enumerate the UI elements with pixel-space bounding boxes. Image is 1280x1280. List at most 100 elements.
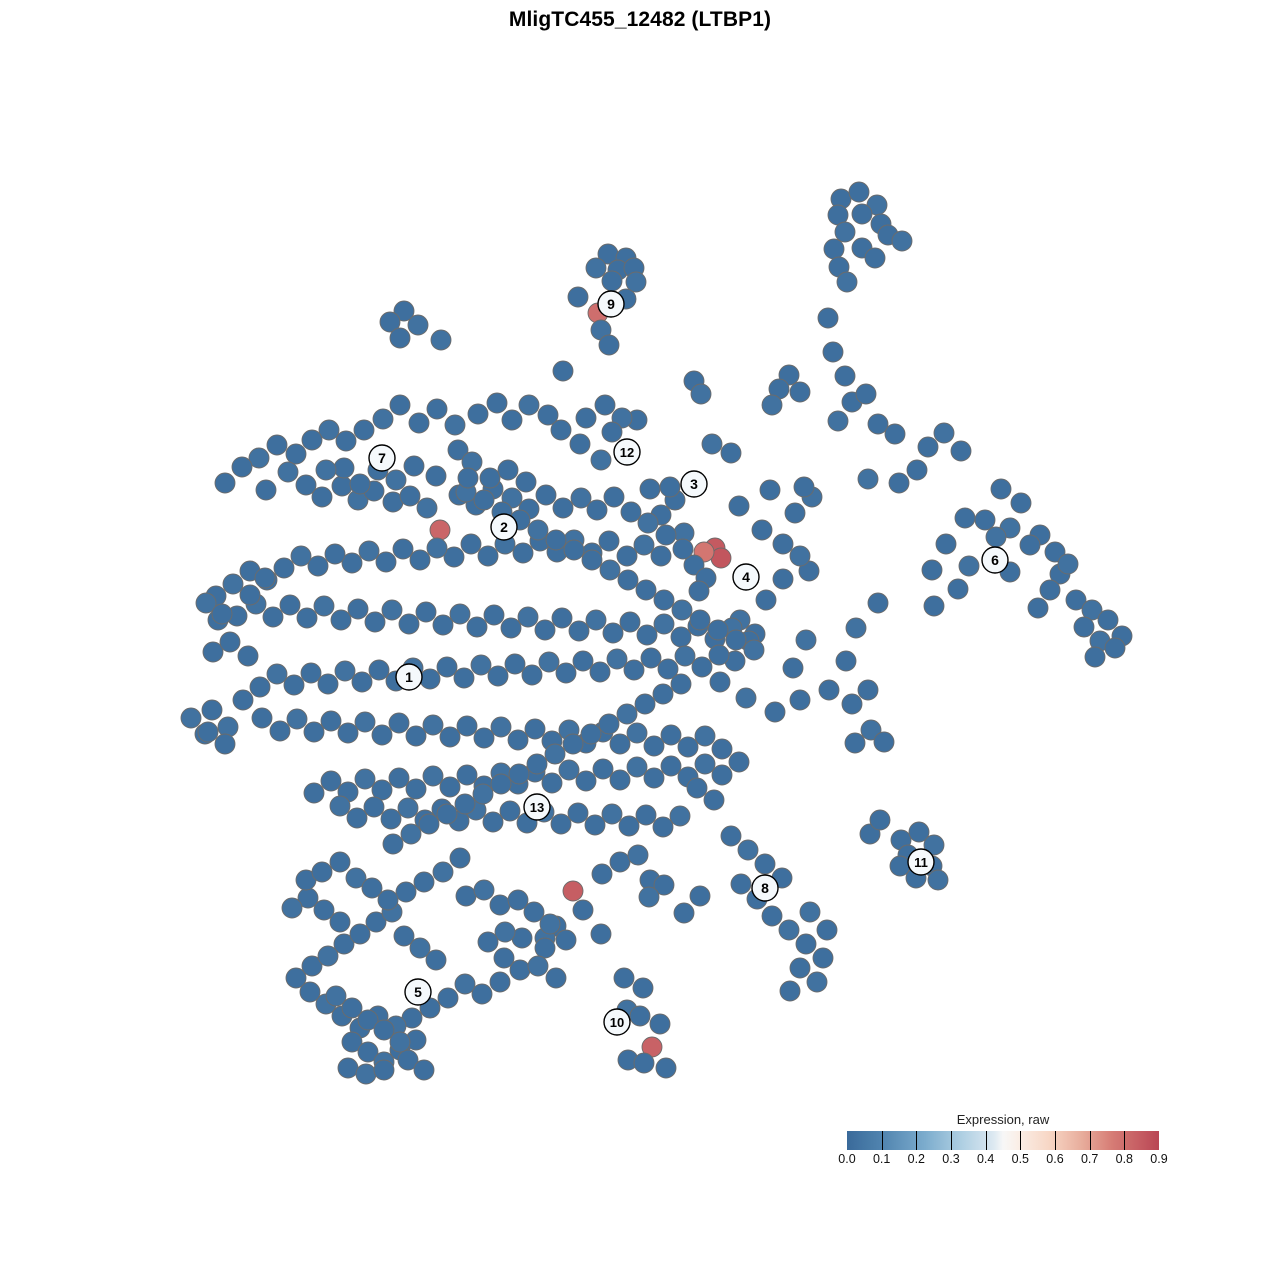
scatter-point[interactable]: [333, 457, 355, 479]
scatter-point[interactable]: [377, 889, 399, 911]
scatter-point[interactable]: [927, 869, 949, 891]
scatter-point[interactable]: [455, 885, 477, 907]
scatter-point[interactable]: [623, 659, 645, 681]
scatter-point[interactable]: [764, 701, 786, 723]
scatter-point[interactable]: [626, 756, 648, 778]
scatter-point[interactable]: [354, 711, 376, 733]
scatter-point[interactable]: [197, 721, 219, 743]
scatter-point[interactable]: [301, 955, 323, 977]
scatter-point[interactable]: [407, 314, 429, 336]
scatter-point[interactable]: [222, 573, 244, 595]
scatter-point[interactable]: [570, 487, 592, 509]
scatter-point[interactable]: [652, 816, 674, 838]
scatter-point[interactable]: [789, 545, 811, 567]
scatter-point[interactable]: [353, 419, 375, 441]
scatter-point[interactable]: [509, 959, 531, 981]
scatter-point[interactable]: [341, 1031, 363, 1053]
scatter-point[interactable]: [432, 861, 454, 883]
scatter-point[interactable]: [586, 499, 608, 521]
scatter-point[interactable]: [534, 937, 556, 959]
cluster-label-4[interactable]: 4: [732, 563, 760, 591]
scatter-point[interactable]: [789, 689, 811, 711]
scatter-point[interactable]: [251, 707, 273, 729]
scatter-point[interactable]: [690, 383, 712, 405]
scatter-point[interactable]: [415, 601, 437, 623]
cluster-label-12[interactable]: 12: [613, 438, 641, 466]
scatter-point[interactable]: [703, 789, 725, 811]
scatter-point[interactable]: [443, 546, 465, 568]
scatter-point[interactable]: [613, 967, 635, 989]
scatter-point[interactable]: [494, 921, 516, 943]
scatter-point[interactable]: [652, 683, 674, 705]
scatter-point[interactable]: [534, 619, 556, 641]
scatter-point[interactable]: [655, 524, 677, 546]
scatter-point[interactable]: [425, 949, 447, 971]
scatter-point[interactable]: [591, 863, 613, 885]
scatter-point[interactable]: [303, 782, 325, 804]
scatter-point[interactable]: [590, 449, 612, 471]
scatter-point[interactable]: [395, 881, 417, 903]
scatter-point[interactable]: [527, 519, 549, 541]
scatter-point[interactable]: [331, 475, 353, 497]
scatter-point[interactable]: [1097, 609, 1119, 631]
scatter-point[interactable]: [550, 813, 572, 835]
scatter-point[interactable]: [477, 931, 499, 953]
scatter-point[interactable]: [277, 461, 299, 483]
scatter-point[interactable]: [518, 394, 540, 416]
scatter-point[interactable]: [873, 731, 895, 753]
scatter-point[interactable]: [640, 647, 662, 669]
scatter-point[interactable]: [307, 555, 329, 577]
scatter-point[interactable]: [835, 650, 857, 672]
scatter-point[interactable]: [541, 772, 563, 794]
scatter-point[interactable]: [397, 1049, 419, 1071]
scatter-point[interactable]: [1104, 637, 1126, 659]
scatter-point[interactable]: [472, 783, 494, 805]
cluster-label-7[interactable]: 7: [368, 444, 396, 472]
scatter-point[interactable]: [320, 710, 342, 732]
scatter-point[interactable]: [817, 307, 839, 329]
scatter-point[interactable]: [295, 474, 317, 496]
scatter-point[interactable]: [585, 257, 607, 279]
scatter-point[interactable]: [497, 459, 519, 481]
scatter-point[interactable]: [523, 901, 545, 923]
scatter-point[interactable]: [751, 519, 773, 541]
scatter-point[interactable]: [589, 661, 611, 683]
scatter-point[interactable]: [470, 654, 492, 676]
scatter-point[interactable]: [649, 1013, 671, 1035]
scatter-point[interactable]: [867, 592, 889, 614]
scatter-point[interactable]: [388, 712, 410, 734]
scatter-point[interactable]: [269, 720, 291, 742]
scatter-point[interactable]: [467, 403, 489, 425]
scatter-point[interactable]: [950, 440, 972, 462]
scatter-point[interactable]: [333, 933, 355, 955]
scatter-point[interactable]: [720, 825, 742, 847]
scatter-point[interactable]: [425, 465, 447, 487]
scatter-point[interactable]: [477, 545, 499, 567]
scatter-point[interactable]: [219, 631, 241, 653]
cluster-label-6[interactable]: 6: [981, 546, 1009, 574]
scatter-point[interactable]: [449, 847, 471, 869]
scatter-point[interactable]: [473, 727, 495, 749]
scatter-point[interactable]: [273, 557, 295, 579]
scatter-point[interactable]: [354, 768, 376, 790]
scatter-point[interactable]: [728, 751, 750, 773]
scatter-point[interactable]: [486, 392, 508, 414]
scatter-point[interactable]: [795, 933, 817, 955]
scatter-point[interactable]: [303, 721, 325, 743]
scatter-point[interactable]: [673, 902, 695, 924]
scatter-point[interactable]: [335, 430, 357, 452]
scatter-point[interactable]: [638, 886, 660, 908]
scatter-point[interactable]: [400, 823, 422, 845]
scatter-point[interactable]: [283, 674, 305, 696]
scatter-point[interactable]: [620, 501, 642, 523]
scatter-point[interactable]: [345, 867, 367, 889]
scatter-point[interactable]: [908, 821, 930, 843]
scatter-point[interactable]: [371, 779, 393, 801]
scatter-point[interactable]: [759, 479, 781, 501]
scatter-point[interactable]: [743, 639, 765, 661]
scatter-point[interactable]: [349, 923, 371, 945]
scatter-point[interactable]: [413, 871, 435, 893]
scatter-point[interactable]: [489, 971, 511, 993]
scatter-point[interactable]: [674, 645, 696, 667]
scatter-point[interactable]: [845, 617, 867, 639]
